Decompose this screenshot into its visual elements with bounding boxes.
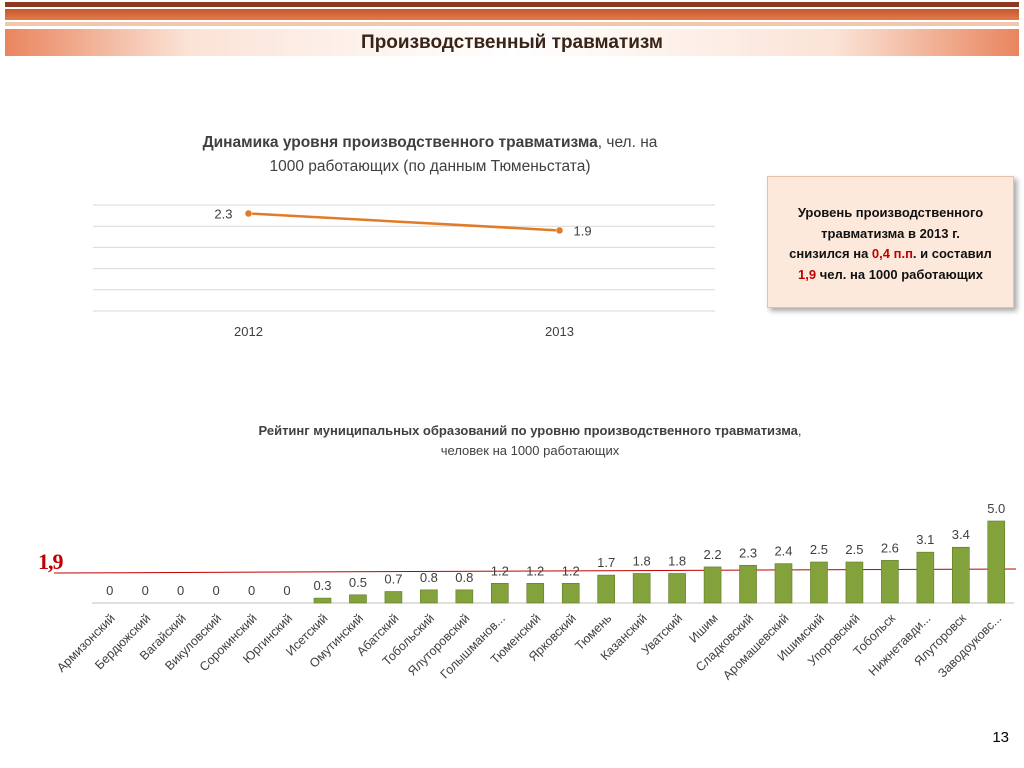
line-point bbox=[244, 209, 253, 218]
line-chart-title-rest: , чел. на bbox=[597, 134, 658, 151]
bar-chart-title-rest: , bbox=[797, 423, 802, 438]
bar-value-label: 3.1 bbox=[916, 532, 934, 547]
page-title: Производственный травматизм bbox=[361, 32, 663, 53]
bar bbox=[916, 551, 935, 604]
bar-chart-title-bold: Рейтинг муниципальных образований по уро… bbox=[258, 423, 798, 438]
line-series bbox=[248, 212, 560, 232]
bar-value-label: 0 bbox=[142, 583, 149, 598]
bar-value-label: 0 bbox=[177, 583, 184, 598]
bar-value-label: 3.4 bbox=[952, 527, 970, 542]
bar bbox=[632, 573, 651, 604]
bar-category-label: Ишим bbox=[686, 611, 720, 645]
average-reference-label: 1,9 bbox=[38, 549, 63, 574]
bar bbox=[313, 597, 332, 604]
bar bbox=[703, 566, 722, 604]
bar-value-label: 5.0 bbox=[987, 501, 1005, 516]
bar-value-label: 0 bbox=[283, 583, 290, 598]
bar bbox=[561, 583, 580, 604]
line-data-label: 2.3 bbox=[214, 206, 232, 221]
bar bbox=[845, 561, 864, 604]
bar-value-label: 2.2 bbox=[704, 547, 722, 562]
bar bbox=[881, 560, 899, 604]
bar-value-label: 1.7 bbox=[597, 555, 615, 570]
line-point bbox=[555, 226, 564, 235]
bar-value-label: 2.3 bbox=[739, 545, 757, 560]
callout-line3-post: . и составил bbox=[912, 246, 992, 261]
bar bbox=[668, 573, 686, 604]
bar bbox=[952, 546, 970, 604]
bar-value-label: 0 bbox=[106, 583, 113, 598]
bar-value-label: 2.5 bbox=[845, 542, 863, 557]
line-x-tick-label: 2012 bbox=[234, 324, 263, 339]
bar-value-label: 1.8 bbox=[633, 553, 651, 568]
bar-value-label: 0 bbox=[212, 583, 219, 598]
bar bbox=[774, 563, 793, 604]
line-x-tick-label: 2013 bbox=[545, 324, 574, 339]
line-chart-title-bold: Динамика уровня производственного травма… bbox=[202, 134, 598, 151]
bar-value-label: 2.6 bbox=[881, 540, 899, 555]
bar-value-label: 0.5 bbox=[349, 575, 367, 590]
bar bbox=[349, 594, 367, 604]
bar-value-label: 2.4 bbox=[774, 544, 792, 559]
callout-line2: травматизма в 2013 г. bbox=[821, 225, 960, 241]
bar-chart-title-line2: человек на 1000 работающих bbox=[440, 443, 620, 458]
line-chart-title: Динамика уровня производственного травма… bbox=[130, 131, 730, 179]
bar bbox=[739, 564, 757, 604]
bar-chart-title: Рейтинг муниципальных образований по уро… bbox=[160, 421, 900, 461]
bar bbox=[597, 574, 615, 604]
bar-value-label: 0.8 bbox=[455, 570, 473, 585]
bar-category-label: Нижнетавди... bbox=[866, 611, 934, 679]
summary-callout: Уровень производственного травматизма в … bbox=[767, 176, 1014, 308]
bar-value-label: 0 bbox=[248, 583, 255, 598]
bar bbox=[810, 561, 828, 604]
header-stripe-light bbox=[5, 22, 1019, 26]
bar bbox=[455, 589, 474, 604]
line-chart-title-line2: 1000 работающих (по данным Тюменьстата) bbox=[269, 158, 591, 175]
callout-line4-post: чел. на 1000 работающих bbox=[816, 266, 983, 282]
bar-value-label: 0.3 bbox=[313, 578, 331, 593]
bar-category-label: Заводоуковс... bbox=[935, 611, 1004, 680]
bar bbox=[384, 591, 403, 604]
bar bbox=[420, 589, 438, 604]
callout-line3-pre: снизился на bbox=[789, 246, 872, 261]
line-data-label: 1.9 bbox=[574, 223, 592, 238]
bar-value-label: 0.7 bbox=[384, 572, 402, 587]
bar-value-label: 1.2 bbox=[491, 563, 509, 578]
title-bar: Производственный травматизм bbox=[5, 29, 1019, 56]
bar bbox=[491, 583, 509, 604]
bar bbox=[987, 520, 1006, 604]
bar-value-label: 0.8 bbox=[420, 570, 438, 585]
bar-value-label: 1.8 bbox=[668, 553, 686, 568]
bar bbox=[526, 583, 545, 604]
callout-level-value: 1,9 bbox=[798, 266, 817, 282]
header-stripe-orange bbox=[5, 9, 1019, 20]
bar-value-label: 2.5 bbox=[810, 542, 828, 557]
bar-category-label: Ялуторовский bbox=[405, 611, 472, 678]
page-number: 13 bbox=[992, 729, 1009, 746]
bar-value-label: 1.2 bbox=[526, 563, 544, 578]
bar-value-label: 1.2 bbox=[562, 563, 580, 578]
callout-line1: Уровень производственного bbox=[797, 205, 984, 220]
callout-decrease-value: 0,4 п.п bbox=[871, 246, 913, 261]
header-stripe-dark bbox=[5, 2, 1019, 7]
